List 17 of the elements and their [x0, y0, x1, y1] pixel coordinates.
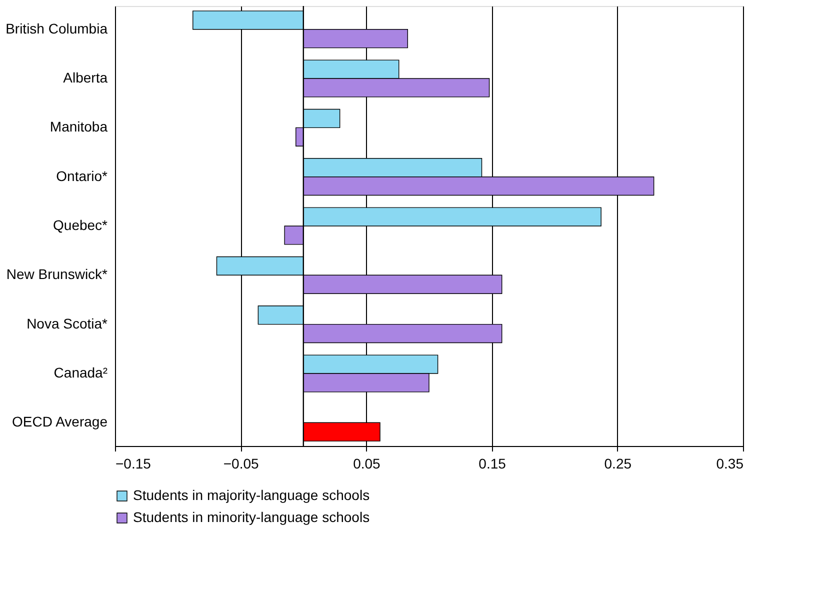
y-tick-label: Ontario* — [56, 168, 108, 184]
y-tick-label: Manitoba — [50, 118, 108, 135]
x-tick-label: −0.15 — [116, 456, 152, 472]
y-tick-label: Nova Scotia* — [26, 315, 108, 332]
x-tick-label: 0.35 — [716, 456, 744, 472]
legend-label: Students in minority-language schools — [133, 509, 370, 525]
x-tick-label: 0.15 — [478, 456, 506, 472]
y-tick-label: Alberta — [63, 70, 108, 86]
legend-label: Students in majority-language schools — [133, 487, 370, 503]
y-tick-label: Quebec* — [53, 217, 108, 233]
x-tick-label: 0.25 — [604, 456, 632, 472]
y-tick-label: OECD Average — [12, 414, 108, 430]
y-tick-label: British Columbia — [6, 20, 108, 36]
x-tick-label: −0.05 — [223, 456, 260, 472]
y-tick-label: Canada² — [54, 364, 108, 380]
x-tick-label: 0.05 — [353, 456, 381, 472]
y-tick-label: New Brunswick* — [6, 266, 108, 282]
